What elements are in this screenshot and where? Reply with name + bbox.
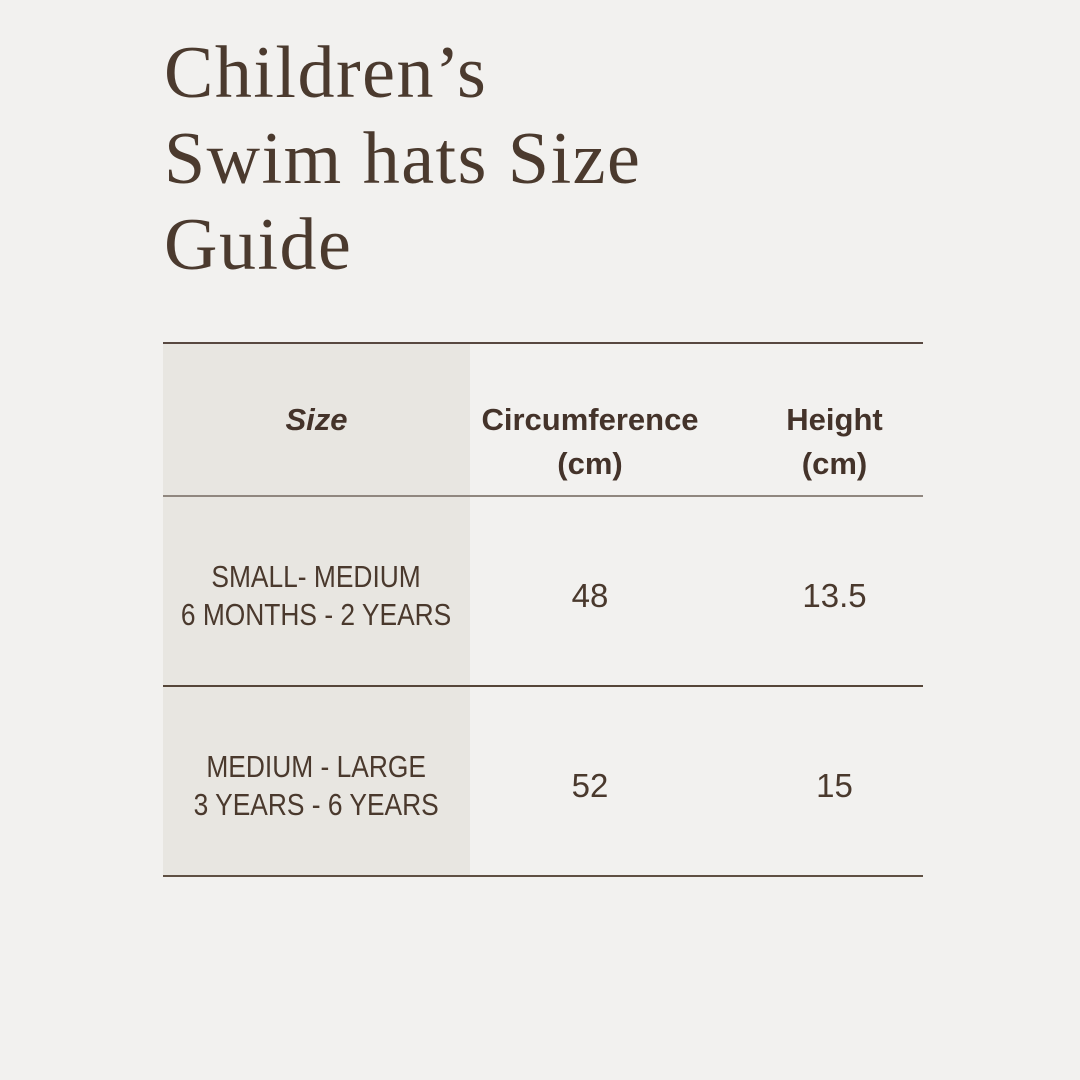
column-header-height-unit: (cm) (801, 446, 868, 481)
size-range-text: SMALL- MEDIUM (211, 559, 422, 594)
circumference-value-cell: 48 (470, 497, 710, 685)
table-header-row: Size Circumference (cm) Height (cm) (163, 344, 923, 497)
page-title-line-3: Guide (164, 204, 353, 286)
page-title: Children’s Swim hats Size Guide (164, 30, 641, 288)
circumference-value-cell: 52 (470, 687, 710, 875)
age-range-text: 6 MONTHS - 2 YEARS (181, 597, 452, 632)
circumference-value: 52 (571, 767, 609, 804)
size-cell-small-medium: SMALL- MEDIUM 6 MONTHS - 2 YEARS (163, 497, 470, 685)
size-guide-table: Size Circumference (cm) Height (cm) SMAL… (163, 342, 923, 877)
table-row-small-medium: SMALL- MEDIUM 6 MONTHS - 2 YEARS 48 13.5 (163, 497, 923, 687)
size-label: SMALL- MEDIUM 6 MONTHS - 2 YEARS (181, 558, 451, 634)
height-value-cell: 15 (710, 687, 923, 875)
size-label: MEDIUM - LARGE 3 YEARS - 6 YEARS (194, 748, 439, 824)
column-header-height: Height (cm) (710, 344, 923, 495)
column-header-size: Size (163, 344, 470, 495)
height-value: 15 (816, 767, 853, 804)
size-cell-medium-large: MEDIUM - LARGE 3 YEARS - 6 YEARS (163, 687, 470, 875)
age-range-text: 3 YEARS - 6 YEARS (193, 787, 440, 822)
column-header-size-label: Size (285, 402, 348, 437)
page-title-line-1: Children’s (164, 32, 488, 114)
size-range-text: MEDIUM - LARGE (206, 749, 427, 784)
table-row-medium-large: MEDIUM - LARGE 3 YEARS - 6 YEARS 52 15 (163, 687, 923, 877)
column-header-circumference-unit: (cm) (557, 446, 623, 481)
column-header-circumference: Circumference (cm) (470, 344, 710, 495)
page-title-line-2: Swim hats Size (164, 118, 642, 200)
height-value-cell: 13.5 (710, 497, 923, 685)
column-header-circumference-label: Circumference (481, 402, 699, 437)
circumference-value: 48 (571, 577, 609, 614)
height-value: 13.5 (802, 577, 867, 614)
column-header-height-label: Height (786, 402, 883, 437)
